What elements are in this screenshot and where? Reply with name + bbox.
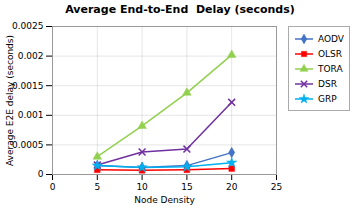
svg-text:0.001: 0.001 — [18, 110, 44, 120]
svg-text:0.002: 0.002 — [18, 51, 44, 61]
svg-text:25: 25 — [271, 182, 282, 192]
svg-text:0.0025: 0.0025 — [12, 21, 44, 31]
html-text:OLSR: OLSR — [318, 48, 343, 59]
html-text:GRP: GRP — [318, 93, 337, 104]
html-text:AODV: AODV — [318, 33, 344, 44]
svg-text:10: 10 — [136, 182, 148, 192]
svg-text:0.0005: 0.0005 — [12, 140, 44, 150]
html-text:Average End-to-End Delay (seco: Average End-to-End Delay (seconds) — [65, 3, 295, 16]
svg-text:0.0015: 0.0015 — [12, 81, 44, 91]
svg-text:Node Density: Node Density — [134, 195, 195, 205]
svg-text:20: 20 — [226, 182, 238, 192]
svg-text:15: 15 — [181, 182, 192, 192]
html-text:DSR: DSR — [318, 78, 337, 89]
svg-text:Average E2E delay (seconds): Average E2E delay (seconds) — [5, 35, 15, 166]
svg-text:5: 5 — [94, 182, 100, 192]
html-text:TORA: TORA — [318, 63, 343, 74]
svg-text:0: 0 — [50, 182, 56, 192]
svg-text:0: 0 — [38, 169, 44, 179]
